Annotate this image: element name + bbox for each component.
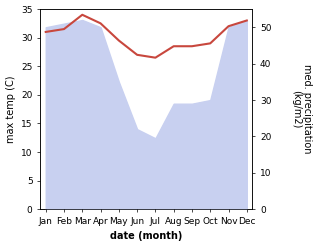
Y-axis label: max temp (C): max temp (C) — [5, 75, 16, 143]
Y-axis label: med. precipitation
(kg/m2): med. precipitation (kg/m2) — [291, 64, 313, 154]
X-axis label: date (month): date (month) — [110, 231, 183, 242]
